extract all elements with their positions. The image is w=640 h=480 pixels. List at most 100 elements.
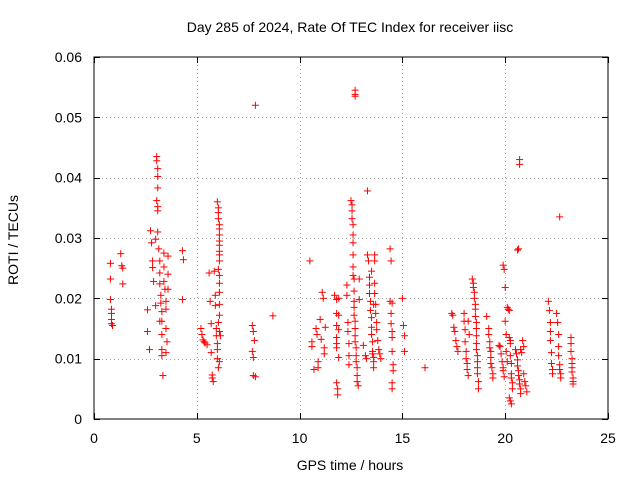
x-tick-label: 25 <box>600 430 616 446</box>
data-point <box>363 187 371 195</box>
data-point <box>333 379 341 387</box>
data-point <box>211 302 219 310</box>
data-point <box>554 318 562 326</box>
data-point <box>519 337 527 345</box>
data-point <box>156 280 164 288</box>
data-point <box>162 349 170 357</box>
data-point <box>155 245 163 253</box>
data-point <box>370 300 378 308</box>
data-point <box>269 312 277 320</box>
data-point <box>468 275 476 283</box>
data-point <box>546 328 554 336</box>
data-point <box>499 261 507 269</box>
data-point <box>351 92 359 100</box>
data-point <box>489 374 497 382</box>
data-point <box>471 312 479 320</box>
data-point <box>389 361 397 369</box>
data-point <box>106 296 114 304</box>
data-point <box>523 388 531 396</box>
data-point <box>567 334 575 342</box>
data-point <box>448 309 456 317</box>
data-point <box>497 350 505 358</box>
data-point <box>518 349 526 357</box>
data-point <box>179 256 187 264</box>
data-point <box>119 264 127 272</box>
data-point <box>474 378 482 386</box>
data-point <box>464 372 472 380</box>
axis-ticks: 0 5 10 15 20 25 0 0.01 0.02 0.03 0.04 0.05 0.06 <box>55 49 616 446</box>
data-point <box>508 379 516 387</box>
data-point <box>205 269 213 277</box>
data-point <box>156 257 164 265</box>
data-point <box>465 331 473 339</box>
y-tick-label: 0.02 <box>55 290 82 306</box>
data-point <box>514 246 522 254</box>
data-point <box>485 331 493 339</box>
data-point <box>388 385 396 393</box>
data-point <box>555 331 563 339</box>
data-point <box>545 306 553 314</box>
data-point <box>164 252 172 260</box>
data-point <box>495 341 503 349</box>
data-point <box>197 325 205 332</box>
data-point <box>306 257 314 265</box>
data-point <box>343 281 351 289</box>
data-point <box>107 309 115 317</box>
data-point <box>143 306 151 314</box>
data-point <box>376 350 384 358</box>
data-point <box>206 297 214 305</box>
data-point <box>470 294 478 302</box>
data-point <box>487 353 495 361</box>
data-point <box>119 280 127 288</box>
x-tick-label: 15 <box>395 430 411 446</box>
data-point <box>486 338 494 346</box>
data-point <box>355 296 363 304</box>
data-point <box>473 358 481 366</box>
data-point <box>207 349 215 357</box>
data-point <box>487 347 495 355</box>
data-point <box>215 328 223 336</box>
data-point <box>348 215 356 223</box>
data-point <box>351 325 359 332</box>
data-point <box>373 326 381 334</box>
data-point <box>149 264 157 272</box>
data-point <box>486 344 494 352</box>
data-point <box>211 291 219 299</box>
data-point <box>314 364 322 372</box>
data-point <box>474 385 482 393</box>
data-point <box>353 378 361 386</box>
data-point <box>353 372 361 380</box>
data-point <box>216 332 224 340</box>
data-point <box>547 359 555 367</box>
data-point <box>150 277 158 285</box>
data-point <box>557 374 565 382</box>
data-point <box>399 321 407 329</box>
data-point <box>516 160 524 168</box>
data-point <box>555 352 563 360</box>
data-point <box>453 343 461 351</box>
data-point <box>546 337 554 345</box>
data-point <box>351 338 359 346</box>
data-point <box>462 347 470 355</box>
data-point <box>387 320 395 328</box>
data-point <box>366 281 374 289</box>
data-point <box>503 358 511 366</box>
data-point <box>312 325 320 332</box>
data-point <box>516 380 524 388</box>
data-point <box>207 320 215 328</box>
data-point <box>313 331 321 339</box>
data-point <box>460 309 468 317</box>
data-point <box>506 397 514 405</box>
data-point <box>214 364 222 372</box>
data-point <box>462 355 470 363</box>
y-tick-label: 0.06 <box>55 49 82 65</box>
data-point <box>351 86 359 94</box>
x-tick-label: 10 <box>292 430 308 446</box>
data-point <box>364 257 372 265</box>
data-point <box>386 245 394 253</box>
data-point <box>351 317 359 325</box>
data-point <box>472 332 480 340</box>
data-point <box>354 382 362 390</box>
data-point <box>314 358 322 366</box>
data-point <box>333 334 341 342</box>
